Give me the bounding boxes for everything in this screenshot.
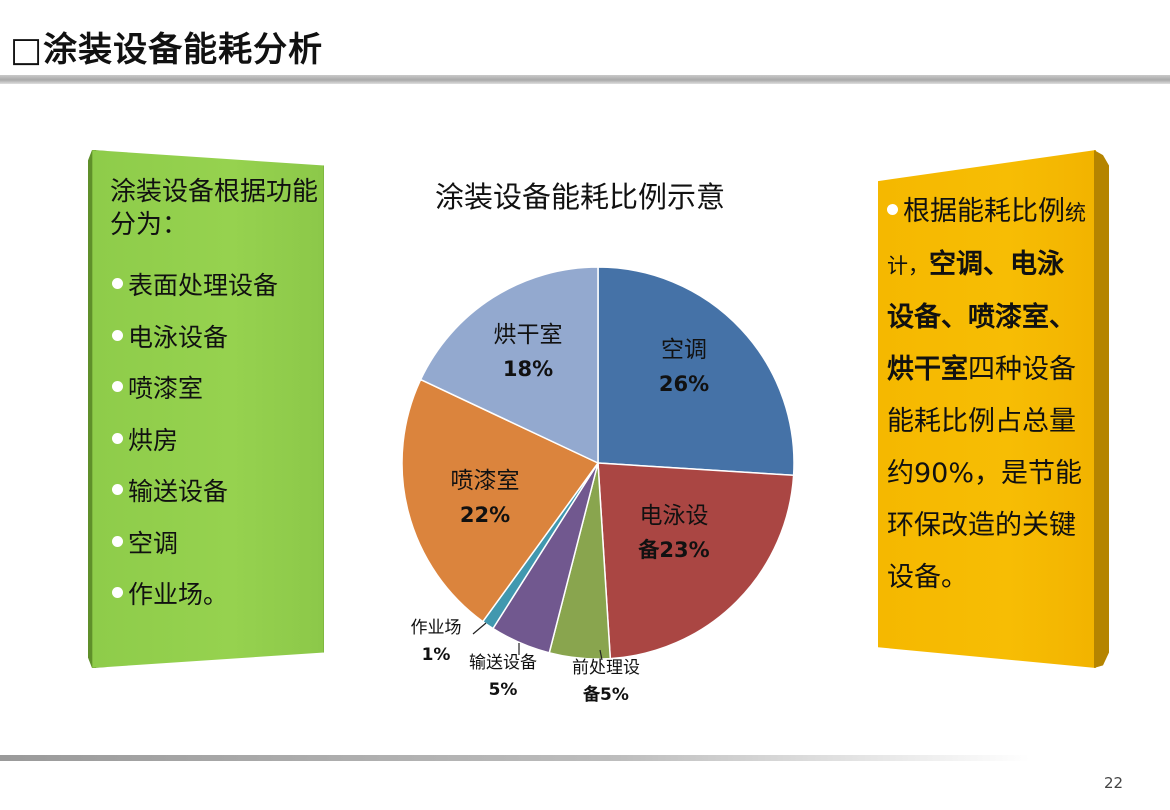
slice-label: 喷漆室 [451, 468, 520, 494]
bullet-icon [887, 204, 898, 215]
right-panel-edge [1094, 150, 1109, 668]
bullet-icon [112, 278, 123, 289]
list-item: 输送设备 [112, 471, 322, 523]
slice-label: 前处理设 [572, 658, 640, 678]
bullet-icon [112, 381, 123, 392]
slide-title: □涂装设备能耗分析 [10, 30, 324, 70]
list-item: 喷漆室 [112, 368, 322, 420]
slice-value-label: 26% [659, 372, 709, 396]
bullet-icon [112, 535, 123, 547]
slice-label: 电泳设 [640, 503, 709, 529]
pie-slice [597, 462, 795, 660]
slice-value-label: 1% [422, 645, 451, 665]
chart-title: 涂装设备能耗比例示意 [435, 180, 726, 214]
slice-label: 烘干室 [494, 322, 563, 348]
list-item: 电泳设备 [112, 317, 322, 369]
left-panel [92, 150, 324, 668]
right-panel-text: 根据能耗比例统计，空调、电泳设备、喷漆室、烘干室四种设备能耗比例占总量约90%，… [887, 186, 1087, 604]
equipment-list: 表面处理设备 电泳设备 喷漆室 烘房 输送设备 空调 作业场。 [112, 265, 322, 626]
list-item: 作业场。 [112, 574, 322, 626]
top-divider [0, 75, 1170, 84]
leader-line [599, 649, 603, 661]
right-text-highlight: 空调、电泳设备、喷漆室、烘干室 [887, 249, 1076, 385]
slice-value-label: 备5% [582, 684, 629, 705]
slice-value-label: 18% [503, 357, 553, 381]
bullet-icon [112, 587, 123, 598]
slice-value-label: 22% [460, 503, 510, 527]
leader-line [472, 622, 487, 635]
bullet-icon [112, 329, 123, 341]
slice-value-label: 5% [489, 680, 518, 700]
slice-label: 空调 [661, 337, 707, 363]
slice-label: 输送设备 [469, 653, 537, 673]
list-item: 表面处理设备 [112, 265, 322, 317]
right-text-seg4: 四种设备能耗比例占总量约90%，是节能环保改造的关键设备。 [887, 354, 1083, 593]
pie-slice [419, 266, 599, 465]
right-panel [878, 150, 1096, 668]
left-panel-intro: 涂装设备根据功能分为： [110, 177, 319, 240]
bottom-divider [0, 755, 1030, 761]
slice-label: 作业场 [411, 618, 462, 638]
slice-value-label: 备23% [637, 538, 709, 562]
list-item: 烘房 [112, 420, 322, 472]
bullet-icon [112, 484, 123, 495]
pie-slice [597, 266, 795, 477]
list-item: 空调 [112, 523, 322, 575]
page-number: 22 [1104, 774, 1124, 792]
right-text-seg1: 根据能耗比例 [903, 196, 1065, 227]
bullet-icon [112, 432, 123, 444]
right-text-seg2: 统计， [887, 201, 1086, 278]
